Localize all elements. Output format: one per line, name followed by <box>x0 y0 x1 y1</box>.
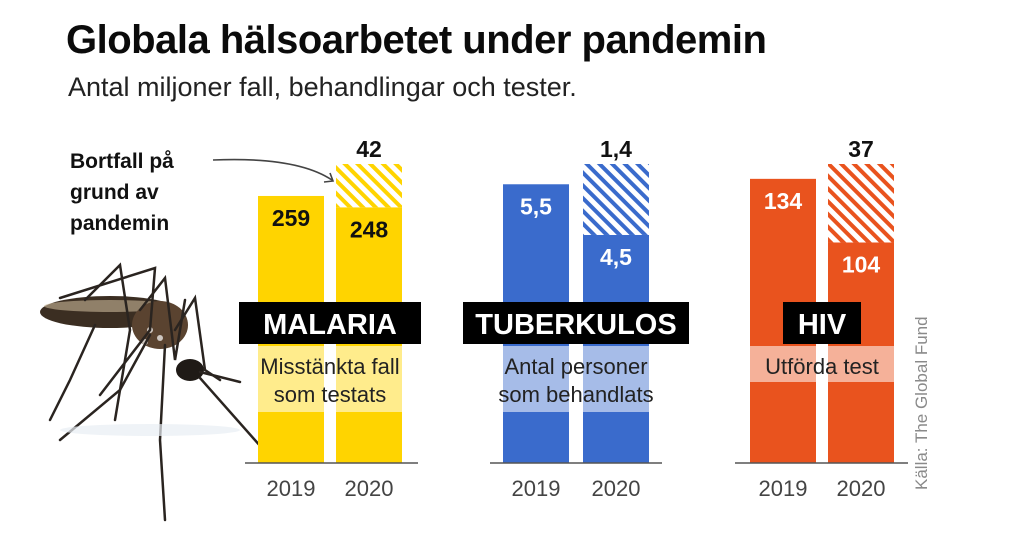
bar-value-label: 5,5 <box>520 193 552 219</box>
bar-loss-hatched <box>828 164 894 243</box>
disease-label-bg <box>239 302 421 344</box>
description-band <box>750 346 816 382</box>
disease-label: HIV <box>798 309 847 341</box>
disease-label: TUBERKULOS <box>475 309 676 341</box>
description-band <box>583 346 649 412</box>
chart-title: Globala hälsoarbetet under pandemin <box>66 18 767 62</box>
chart-group-hiv: 134 104 37 HIV Utförda test 2019 2020 <box>735 136 908 501</box>
source-note: Källa: The Global Fund <box>912 316 931 490</box>
bar-value-label: 248 <box>350 216 389 242</box>
description-band <box>336 346 402 412</box>
disease-label: MALARIA <box>263 309 397 341</box>
description-line: som behandlats <box>498 382 653 407</box>
disease-label-bg <box>783 302 861 344</box>
x-tick-label: 2020 <box>592 476 641 501</box>
x-tick-label: 2019 <box>267 476 316 501</box>
chart-group-tuberkulos: 5,5 4,5 1,4 TUBERKULOS Antal personer som beh… <box>463 136 689 501</box>
mosquito-proboscis <box>198 376 264 450</box>
annotation-line: pandemin <box>70 212 170 235</box>
chart-subtitle: Antal miljoner fall, behandlingar och te… <box>68 72 577 102</box>
description-line: som testats <box>274 382 386 407</box>
description-line: Utförda test <box>765 354 879 379</box>
mosquito-head <box>176 359 204 381</box>
description-band <box>828 346 894 382</box>
annotation-arrowhead <box>323 172 335 183</box>
description-line: Misstänkta fall <box>260 354 399 379</box>
disease-label-bg <box>463 302 689 344</box>
annotation-line: Bortfall på <box>70 150 174 173</box>
annotation-line: grund av <box>70 181 159 204</box>
chart-group-malaria: 259 248 42 MALARIA Misstänkta fall som testat… <box>239 136 421 501</box>
x-tick-label: 2019 <box>512 476 561 501</box>
description-band <box>503 346 569 412</box>
annotation-arrow <box>212 158 333 181</box>
loss-value-label: 42 <box>356 136 382 162</box>
annotation-loss: Bortfall på grund av pandemin <box>70 146 174 239</box>
loss-value-label: 37 <box>848 136 874 162</box>
x-tick-label: 2020 <box>345 476 394 501</box>
bar-loss-hatched <box>583 164 649 235</box>
x-tick-label: 2020 <box>837 476 886 501</box>
bar-value-label: 4,5 <box>600 244 632 270</box>
bar-value-label: 104 <box>842 251 881 277</box>
bar-value-label: 259 <box>272 205 310 231</box>
description-band <box>258 346 324 412</box>
x-tick-label: 2019 <box>759 476 808 501</box>
bar-loss-hatched <box>336 164 402 208</box>
loss-value-label: 1,4 <box>600 136 632 162</box>
mosquito-illustration <box>40 262 264 522</box>
description-line: Antal personer <box>504 354 647 379</box>
bar-value-label: 134 <box>764 188 803 214</box>
